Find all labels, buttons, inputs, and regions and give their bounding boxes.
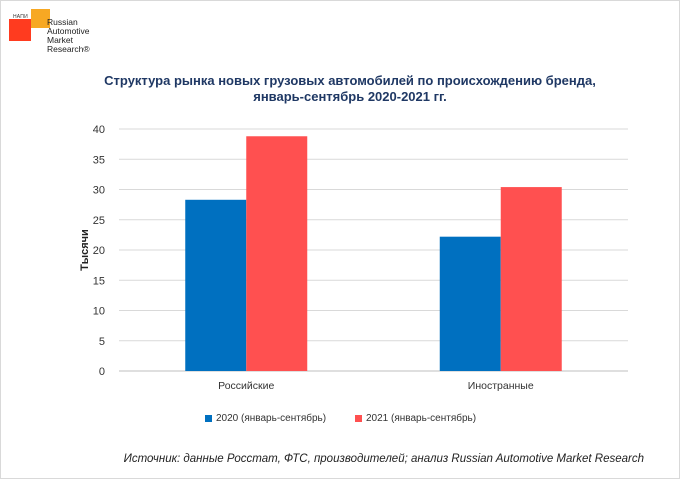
x-category-label: Иностранные bbox=[468, 380, 534, 392]
bar-2020-0 bbox=[185, 199, 247, 371]
source-note: Источник: данные Росстат, ФТС, производи… bbox=[123, 453, 644, 465]
logo: НАПИ Russian Automotive Market Research® bbox=[9, 9, 119, 69]
logo-mark: НАПИ bbox=[13, 14, 28, 20]
y-tick-label: 35 bbox=[93, 154, 105, 166]
y-tick-label: 10 bbox=[93, 306, 105, 318]
bar-2021-1 bbox=[500, 187, 562, 371]
logo-yellow-square bbox=[31, 9, 50, 28]
y-tick-label: 40 bbox=[93, 124, 105, 136]
legend-item-2021: 2021 (январь-сентябрь) bbox=[355, 413, 476, 424]
legend-swatch-2021 bbox=[355, 415, 362, 422]
logo-red-square bbox=[9, 19, 31, 41]
bar-2021-0 bbox=[246, 136, 308, 371]
y-tick-label: 30 bbox=[93, 185, 105, 197]
legend-label-2021: 2021 (январь-сентябрь) bbox=[366, 413, 477, 424]
chart-title: Структура рынка новых грузовых автомобил… bbox=[60, 73, 640, 105]
legend-swatch-2020 bbox=[205, 415, 212, 422]
logo-line: Russian bbox=[47, 17, 78, 27]
y-tick-label: 25 bbox=[93, 215, 105, 227]
logo-line: Automotive bbox=[47, 26, 90, 36]
chart-title-line1: Структура рынка новых грузовых автомобил… bbox=[104, 73, 596, 88]
logo-line: Market bbox=[47, 35, 73, 45]
y-tick-label: 15 bbox=[93, 275, 105, 287]
x-category-label: Российские bbox=[218, 380, 274, 392]
bar-2020-1 bbox=[439, 236, 501, 371]
y-tick-label: 20 bbox=[93, 245, 105, 257]
y-axis-label: Тысячи bbox=[79, 229, 91, 271]
legend-item-2020: 2020 (январь-сентябрь) bbox=[205, 413, 326, 424]
legend-label-2020: 2020 (январь-сентябрь) bbox=[216, 413, 327, 424]
y-tick-label: 0 bbox=[99, 366, 105, 378]
logo-line: Research® bbox=[47, 44, 90, 54]
logo-name: Russian Automotive Market Research® bbox=[47, 18, 90, 54]
y-tick-label: 5 bbox=[99, 336, 105, 348]
chart-title-line2: январь-сентябрь 2020-2021 гг. bbox=[253, 89, 447, 104]
